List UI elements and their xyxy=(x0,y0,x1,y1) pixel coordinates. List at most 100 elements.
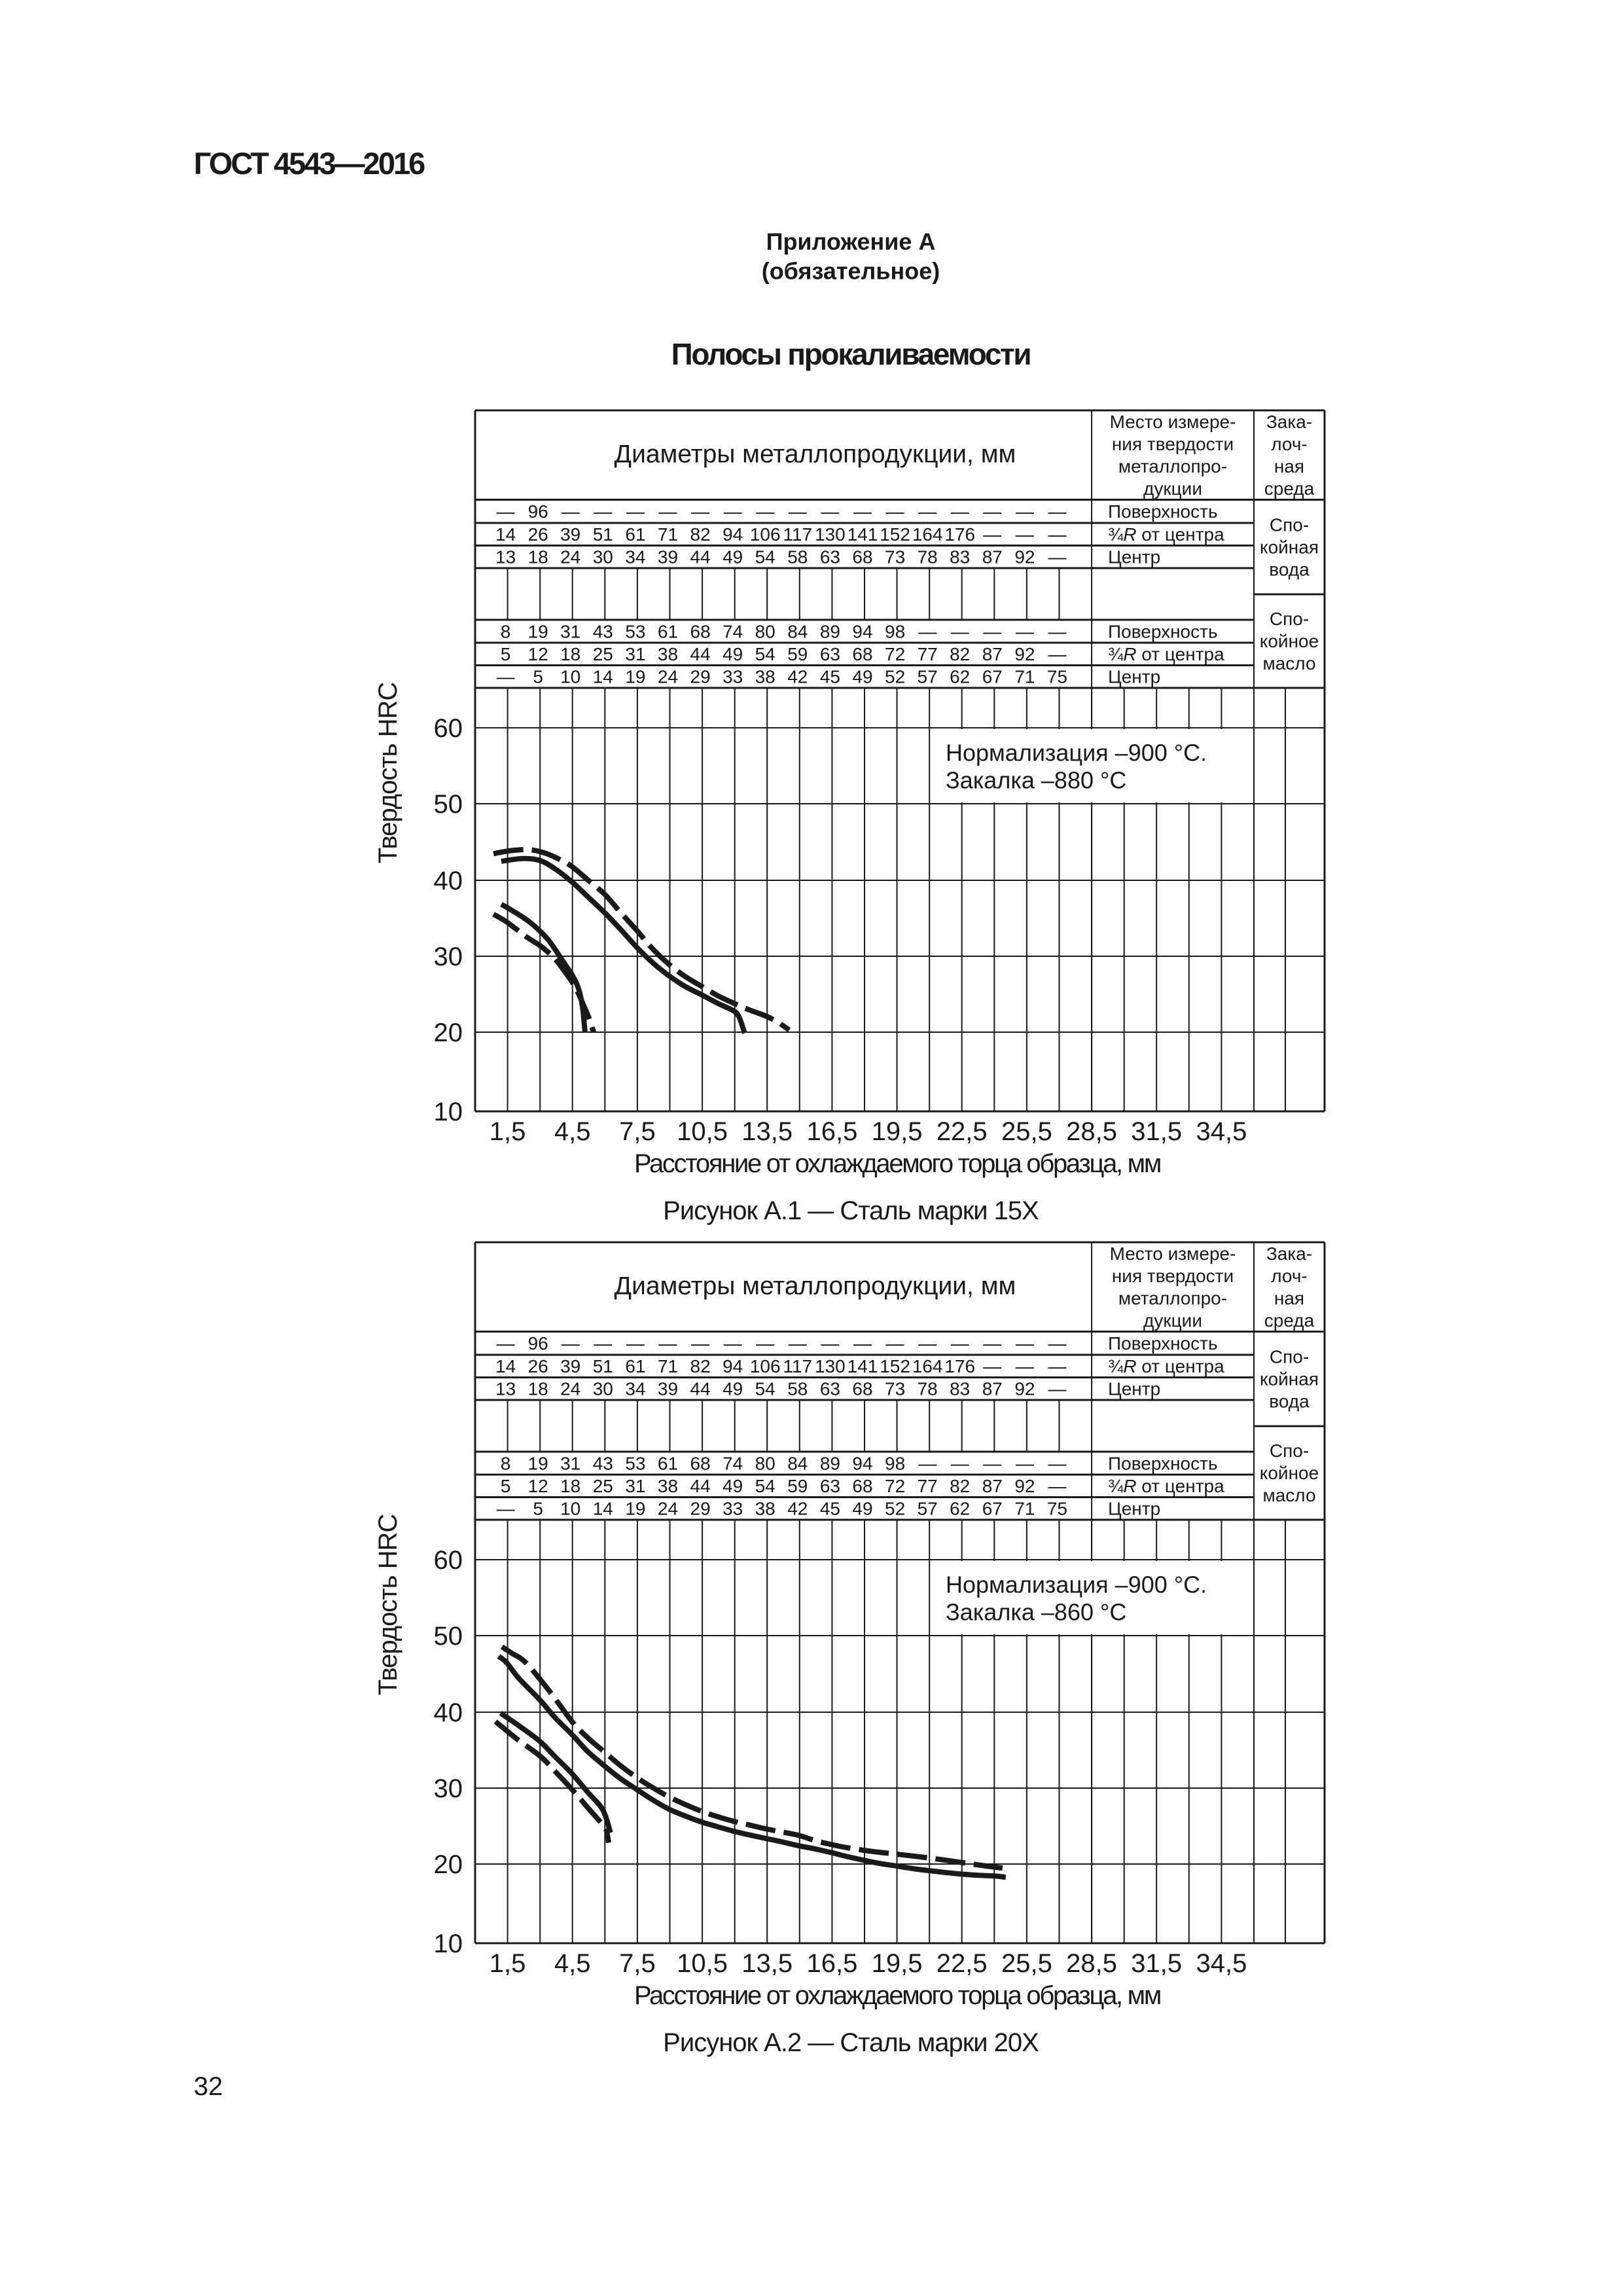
svg-text:8: 8 xyxy=(501,621,511,641)
svg-text:31,5: 31,5 xyxy=(1131,1117,1182,1146)
svg-text:92: 92 xyxy=(1014,1476,1035,1496)
svg-text:—: — xyxy=(724,501,742,522)
svg-text:18: 18 xyxy=(528,547,548,567)
svg-text:19: 19 xyxy=(528,1453,548,1473)
svg-text:—: — xyxy=(1048,1333,1067,1354)
svg-text:43: 43 xyxy=(593,621,613,641)
svg-text:—: — xyxy=(691,501,709,522)
svg-text:25: 25 xyxy=(593,1476,613,1496)
svg-text:60: 60 xyxy=(434,1546,463,1575)
svg-text:42: 42 xyxy=(787,1498,808,1518)
svg-text:—: — xyxy=(724,1333,742,1354)
svg-text:—: — xyxy=(918,501,936,522)
svg-text:22,5: 22,5 xyxy=(936,1949,988,1978)
svg-text:62: 62 xyxy=(950,666,970,687)
svg-text:83: 83 xyxy=(950,1378,970,1399)
svg-text:ная: ная xyxy=(1274,1288,1304,1308)
svg-text:58: 58 xyxy=(787,547,808,567)
svg-text:Спо-: Спо- xyxy=(1270,609,1309,629)
svg-text:54: 54 xyxy=(755,547,776,567)
svg-text:Закалка –880 °С: Закалка –880 °С xyxy=(946,766,1126,793)
svg-text:—: — xyxy=(918,1453,936,1473)
svg-text:—: — xyxy=(1048,644,1067,664)
svg-text:54: 54 xyxy=(755,644,776,664)
svg-text:среда: среда xyxy=(1264,1310,1315,1331)
svg-text:176: 176 xyxy=(944,524,975,545)
svg-text:92: 92 xyxy=(1014,644,1035,664)
svg-text:Закалка –860 °С: Закалка –860 °С xyxy=(946,1598,1126,1625)
svg-text:63: 63 xyxy=(820,547,840,567)
svg-text:60: 60 xyxy=(434,714,463,743)
svg-text:24: 24 xyxy=(560,547,580,567)
svg-text:75: 75 xyxy=(1047,1498,1067,1518)
svg-text:32: 32 xyxy=(194,2072,223,2101)
svg-text:82: 82 xyxy=(690,1356,711,1376)
svg-text:—: — xyxy=(1016,524,1034,545)
svg-text:—: — xyxy=(497,1333,515,1354)
svg-text:19: 19 xyxy=(625,1498,645,1518)
svg-text:—: — xyxy=(659,501,677,522)
svg-text:80: 80 xyxy=(755,1453,776,1473)
svg-text:96: 96 xyxy=(528,501,548,522)
svg-text:34: 34 xyxy=(625,547,645,567)
svg-text:Нормализация –900 °С.: Нормализация –900 °С. xyxy=(946,739,1207,766)
svg-text:Место измере-: Место измере- xyxy=(1110,1244,1236,1264)
svg-text:—: — xyxy=(1048,1453,1067,1473)
svg-text:—: — xyxy=(983,1453,1001,1473)
svg-text:—: — xyxy=(626,1333,645,1354)
svg-text:30: 30 xyxy=(593,547,613,567)
svg-text:Расстояние от охлаждаемого тор: Расстояние от охлаждаемого торца образца… xyxy=(634,1981,1160,2010)
svg-text:71: 71 xyxy=(1014,666,1035,687)
svg-text:¾R от центра: ¾R от центра xyxy=(1108,644,1224,664)
svg-text:38: 38 xyxy=(658,644,678,664)
svg-text:75: 75 xyxy=(1047,666,1067,687)
svg-text:45: 45 xyxy=(820,666,840,687)
svg-text:металлопро-: металлопро- xyxy=(1118,1288,1227,1308)
svg-text:среда: среда xyxy=(1264,478,1315,499)
svg-text:61: 61 xyxy=(658,1453,678,1473)
svg-text:26: 26 xyxy=(528,524,548,545)
svg-text:72: 72 xyxy=(885,644,905,664)
svg-text:масло: масло xyxy=(1262,653,1315,673)
svg-text:13,5: 13,5 xyxy=(741,1117,793,1146)
svg-text:вода: вода xyxy=(1269,559,1310,579)
svg-text:73: 73 xyxy=(885,547,905,567)
svg-text:(обязательное): (обязательное) xyxy=(762,257,940,284)
svg-text:—: — xyxy=(659,1333,677,1354)
svg-text:Центр: Центр xyxy=(1108,547,1160,567)
svg-text:52: 52 xyxy=(885,1498,905,1518)
svg-text:12: 12 xyxy=(528,644,548,664)
svg-text:—: — xyxy=(497,666,515,687)
svg-text:72: 72 xyxy=(885,1476,905,1496)
svg-text:1,5: 1,5 xyxy=(490,1949,526,1978)
svg-text:44: 44 xyxy=(690,644,711,664)
svg-text:—: — xyxy=(1016,621,1034,641)
svg-text:—: — xyxy=(886,501,904,522)
svg-text:10: 10 xyxy=(560,666,580,687)
svg-text:87: 87 xyxy=(982,1476,1003,1496)
svg-text:—: — xyxy=(594,1333,612,1354)
svg-text:106: 106 xyxy=(750,524,781,545)
svg-text:—: — xyxy=(756,1333,774,1354)
svg-text:94: 94 xyxy=(722,524,743,545)
svg-text:78: 78 xyxy=(918,1378,938,1399)
svg-text:44: 44 xyxy=(690,1476,711,1496)
svg-text:26: 26 xyxy=(528,1356,548,1376)
svg-text:Центр: Центр xyxy=(1108,666,1160,687)
svg-text:53: 53 xyxy=(625,1453,645,1473)
svg-text:89: 89 xyxy=(820,1453,840,1473)
svg-text:ния твердости: ния твердости xyxy=(1112,434,1234,454)
svg-text:98: 98 xyxy=(885,621,905,641)
svg-text:68: 68 xyxy=(852,644,872,664)
svg-text:49: 49 xyxy=(722,1378,743,1399)
svg-text:94: 94 xyxy=(852,621,872,641)
svg-text:53: 53 xyxy=(625,621,645,641)
svg-text:24: 24 xyxy=(560,1378,580,1399)
svg-text:49: 49 xyxy=(722,547,743,567)
svg-text:—: — xyxy=(626,501,645,522)
svg-text:Рисунок А.2 — Сталь марки 20Х: Рисунок А.2 — Сталь марки 20Х xyxy=(663,2028,1039,2057)
svg-text:43: 43 xyxy=(593,1453,613,1473)
svg-text:33: 33 xyxy=(722,666,743,687)
svg-text:89: 89 xyxy=(820,621,840,641)
svg-text:—: — xyxy=(1048,547,1067,567)
